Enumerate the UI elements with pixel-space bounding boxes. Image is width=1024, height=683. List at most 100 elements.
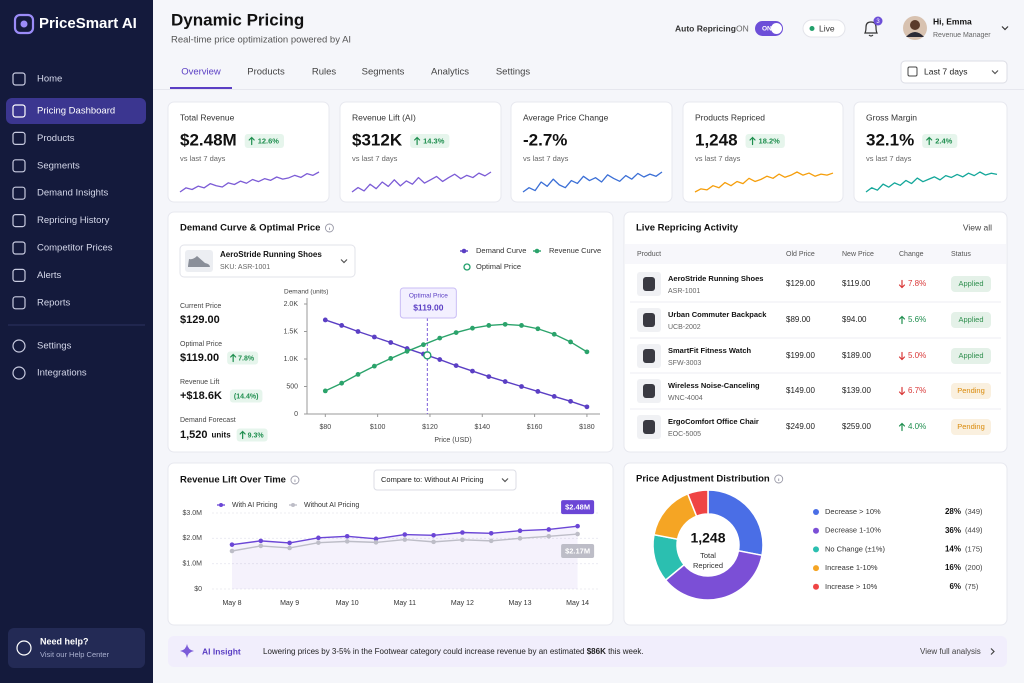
nav-item[interactable]: Repricing History bbox=[37, 215, 110, 226]
legend-label: Without AI Pricing bbox=[304, 502, 359, 509]
insight-action[interactable]: View full analysis bbox=[920, 647, 981, 656]
change-badge bbox=[227, 351, 259, 365]
legend-label: Increase > 10% bbox=[825, 582, 878, 591]
data-point bbox=[258, 543, 264, 549]
donut-center-label: Total bbox=[700, 551, 716, 560]
view-all-link[interactable]: View all bbox=[963, 222, 992, 232]
data-point bbox=[322, 388, 328, 394]
data-point bbox=[546, 534, 552, 539]
price-change: 4.0% bbox=[908, 422, 926, 431]
column-header: Old Price bbox=[786, 251, 815, 258]
avatar-body bbox=[906, 32, 924, 37]
tab[interactable]: Rules bbox=[312, 67, 337, 78]
arrow-icon bbox=[898, 351, 906, 361]
price-change: 6.7% bbox=[908, 386, 926, 395]
card-title: Demand Curve & Optimal Price bbox=[180, 223, 320, 234]
toggle-label: ON bbox=[762, 26, 772, 33]
live-pill bbox=[802, 19, 846, 38]
nav-item[interactable]: Demand Insights bbox=[37, 188, 109, 199]
legend-label: Demand Curve bbox=[476, 246, 526, 255]
nav-item[interactable]: Alerts bbox=[37, 270, 62, 281]
nav-item[interactable]: Competitor Prices bbox=[37, 243, 113, 254]
bell-icon[interactable] bbox=[864, 21, 878, 37]
product-selector[interactable] bbox=[179, 244, 356, 278]
arrow-icon bbox=[749, 136, 756, 146]
kpi-value: 1,248 bbox=[695, 130, 738, 149]
nav-item[interactable]: Segments bbox=[37, 160, 80, 171]
y-tick-label: 500 bbox=[286, 383, 298, 390]
legend-label: Increase 1-10% bbox=[825, 563, 878, 572]
product-sku: SKU: ASR-1001 bbox=[220, 264, 270, 271]
compare-label: Compare to: Without AI Pricing bbox=[381, 475, 484, 484]
product-sku: SFW-3003 bbox=[668, 360, 701, 367]
product-sku: UCB-2002 bbox=[668, 324, 701, 331]
tab[interactable]: Analytics bbox=[431, 67, 469, 78]
nav-item[interactable]: Settings bbox=[37, 341, 72, 352]
data-point bbox=[373, 536, 379, 542]
status-badge bbox=[951, 312, 991, 328]
kpi-change: 12.6% bbox=[258, 136, 280, 145]
count-label: (449) bbox=[965, 526, 983, 535]
kpi-period: vs last 7 days bbox=[352, 154, 398, 163]
tab[interactable]: Settings bbox=[496, 67, 531, 78]
card bbox=[167, 462, 614, 626]
tab[interactable]: Overview bbox=[181, 67, 221, 78]
optimal-annotation-value: $119.00 bbox=[413, 302, 444, 312]
kpi-value: -2.7% bbox=[523, 130, 567, 149]
sparkline bbox=[522, 171, 663, 193]
product-name: SmartFit Fitness Watch bbox=[668, 346, 751, 355]
product-thumb-shape bbox=[643, 420, 655, 434]
nav-item[interactable]: Reports bbox=[37, 297, 71, 308]
compare-dropdown[interactable] bbox=[373, 469, 517, 491]
sparkline bbox=[351, 171, 492, 193]
data-point bbox=[486, 374, 492, 379]
stat-change: 9.3% bbox=[248, 432, 265, 439]
percent-label: 14% bbox=[945, 545, 961, 554]
nav-item[interactable]: Integrations bbox=[37, 368, 87, 379]
card bbox=[510, 101, 673, 203]
price-change: 7.8% bbox=[908, 279, 926, 288]
data-point bbox=[371, 334, 377, 340]
nav-icon bbox=[12, 366, 26, 380]
tab[interactable]: Segments bbox=[362, 67, 405, 78]
data-point bbox=[460, 537, 465, 543]
sparkline bbox=[694, 171, 834, 193]
arrow-icon bbox=[230, 353, 237, 363]
nav-item[interactable]: Pricing Dashboard bbox=[37, 106, 115, 117]
card-title: Revenue Lift Over Time bbox=[180, 475, 286, 486]
stat-label: Revenue Lift bbox=[180, 379, 219, 386]
page-title: Dynamic Pricing bbox=[171, 10, 304, 29]
data-point bbox=[486, 323, 492, 328]
nav-item[interactable]: Products bbox=[37, 133, 75, 144]
status: Pending bbox=[957, 422, 985, 431]
percent-label: 28% bbox=[945, 507, 961, 516]
insight-text-part: $86K bbox=[587, 647, 606, 656]
nav-item[interactable]: Home bbox=[37, 74, 62, 85]
y-tick-label: 1.5K bbox=[284, 328, 299, 335]
logo-icon bbox=[20, 20, 28, 28]
column-header: Product bbox=[637, 251, 661, 258]
nav-icon bbox=[12, 72, 26, 86]
tab[interactable]: Products bbox=[247, 67, 285, 78]
change-badge bbox=[229, 389, 263, 403]
data-point bbox=[546, 527, 552, 532]
nav-icon bbox=[12, 131, 26, 145]
data-point bbox=[402, 532, 408, 537]
notification-badge bbox=[873, 16, 883, 26]
help-subtitle: Visit our Help Center bbox=[40, 650, 110, 659]
data-point bbox=[453, 330, 459, 335]
arrow-icon bbox=[248, 136, 255, 146]
info-icon bbox=[774, 474, 784, 484]
sparkline bbox=[179, 171, 320, 193]
card-title: Live Repricing Activity bbox=[636, 223, 739, 234]
product-sku: WNC-4004 bbox=[668, 395, 703, 402]
x-axis-label: Price (USD) bbox=[434, 437, 471, 444]
help-title: Need help? bbox=[40, 636, 89, 646]
x-tick-label: $100 bbox=[370, 424, 386, 431]
change-badge bbox=[244, 134, 284, 148]
date-dropdown[interactable] bbox=[900, 60, 1008, 84]
help-box[interactable] bbox=[8, 628, 145, 668]
toggle-knob bbox=[771, 23, 782, 34]
old-price: $199.00 bbox=[786, 351, 815, 360]
